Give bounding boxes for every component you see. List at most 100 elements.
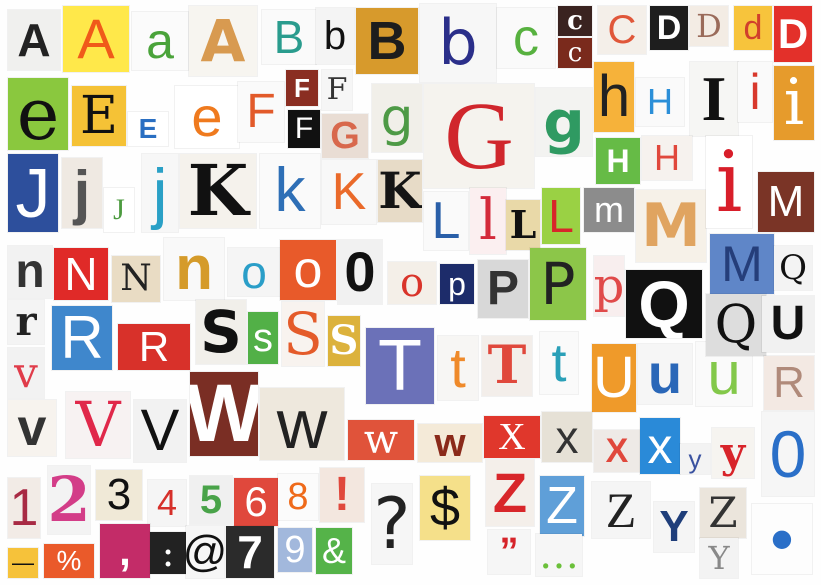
letter-tile: : [150,532,186,574]
letter-tile: m [584,188,634,232]
letter-tile: R [764,356,814,410]
letter-tile: D [690,6,728,46]
letter-tile: T [366,328,434,404]
letter-tile: F [238,82,284,142]
letter-tile: 8 [278,474,318,520]
letter-tile: H [642,136,692,180]
letter-tile: i [706,136,752,228]
letter-tile: Z [592,482,650,538]
letter-tile: E [72,86,126,146]
letter-tile: g [372,84,422,152]
letter-tile: N [54,248,108,300]
letter-tile: 0 [338,240,382,304]
letter-tile: A [8,10,60,70]
letter-tile: 4 [148,480,186,526]
letter-tile: n [164,238,224,300]
letter-tile: p [440,264,474,304]
letter-tile: p [594,256,624,316]
letter-tile: & [316,528,352,574]
letter-tile: B [262,10,316,64]
letter-tile: % [44,544,94,578]
letter-tile: 7 [226,526,274,578]
letter-tile: @ [186,526,224,578]
letter-tile: e [175,86,239,148]
letter-tile: U [762,296,814,352]
letter-tile: M [636,190,706,262]
letter-tile: j [142,154,178,232]
letter-tile: A [63,6,129,72]
letter-tile: • [752,504,812,574]
letter-tile: I [690,62,738,136]
letter-tile: X [484,416,540,458]
letter-tile: v [8,400,56,456]
letter-tile: F [288,110,320,148]
letter-tile: D [774,6,812,62]
letter-tile: F [286,70,318,106]
letter-tile: t [438,336,478,400]
letter-tile: G [322,114,368,158]
letter-tile: w [260,388,344,460]
letter-tile: B [356,8,418,74]
letter-tile: P [530,248,586,320]
letter-tile: T [482,336,532,396]
letter-tile: M [758,172,814,232]
letter-tile: R [118,324,190,370]
letter-tile: j [62,158,102,228]
letter-tile: b [420,4,496,82]
letter-tile: L [506,200,540,250]
letter-tile: 1 [8,478,40,538]
letter-tile: o [280,240,336,300]
letter-tile: y [680,444,710,474]
letter-tile: d [734,6,772,50]
letter-tile: F [322,70,352,110]
letter-tile: h [594,62,634,132]
letter-tile: J [104,188,134,232]
letter-tile: c [497,8,555,68]
letter-tile: U [592,344,636,412]
letter-tile: r [8,300,44,344]
letter-tile: 6 [234,478,278,526]
letter-tile: $ [420,476,470,540]
letter-tile: e [8,78,68,150]
letter-tile: u [638,344,692,404]
letter-tile: ? [372,484,412,564]
letter-tile: A [189,6,257,76]
letter-tile: ” [488,530,530,574]
letter-tile: v [8,348,44,398]
letter-tile: V [66,392,130,458]
letter-tile: , [100,524,150,578]
letter-tile: i [774,66,814,140]
letter-tile: l [470,188,506,254]
letter-tile: b [316,8,354,64]
letter-tile: S [328,316,360,366]
letter-tile: 0 [762,412,814,496]
letter-tile: c [558,6,592,36]
letter-tile: Z [540,476,584,536]
letter-tile: P [478,260,528,318]
letter-tile: n [8,246,52,298]
letter-tile: H [636,78,684,126]
letter-tile: Z [700,488,746,538]
letter-tile: 2 [48,466,90,534]
letter-tile: w [418,424,482,462]
letter-tile: L [542,188,580,244]
letter-tile: W [190,372,258,456]
letter-tile: t [540,332,578,394]
letter-tile: K [378,160,422,222]
letter-tile: D [650,6,688,50]
letter-tile: V [134,400,186,462]
letter-tile: k [260,154,320,228]
letter-tile: Z [486,460,534,526]
letter-tile: c [558,38,592,68]
letter-tile: Q [774,246,812,290]
letter-tile: S [196,300,246,364]
letter-tile: R [52,306,112,370]
letter-tile: M [710,234,774,294]
letter-tile: g [536,88,592,156]
letter-tile: G [424,84,534,188]
letter-tile: Y [700,538,738,578]
letter-tile: S [282,302,324,366]
letter-tile: K [322,160,376,224]
letter-tile: s [248,312,278,364]
